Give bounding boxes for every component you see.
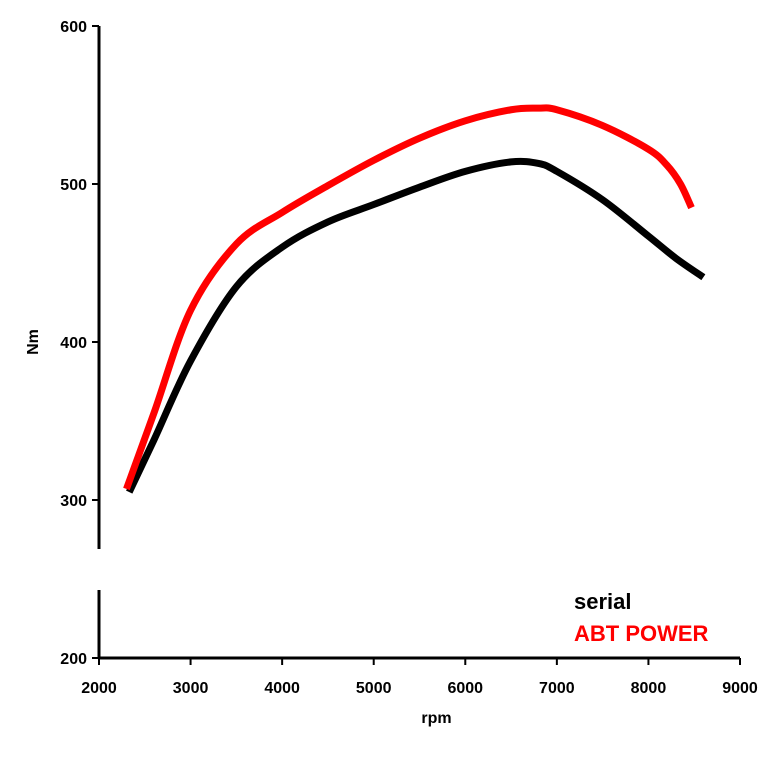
- series-layer: [123, 104, 706, 494]
- y-tick-label-500: 500: [60, 177, 87, 194]
- series-line-serial: [126, 157, 706, 494]
- x-tick-label-7000: 7000: [539, 680, 575, 697]
- x-tick-label-5000: 5000: [356, 680, 392, 697]
- y-tick-label-400: 400: [60, 335, 87, 352]
- y-tick-label-600: 600: [60, 19, 87, 36]
- legend-serial: serial: [574, 589, 632, 614]
- x-tick-label-9000: 9000: [722, 680, 758, 697]
- y-tick-label-200: 200: [60, 651, 87, 668]
- y-tick-label-300: 300: [60, 493, 87, 510]
- ticks-layer: 200 300 400 500 600 2000 3000 4000 5000 6000 7000 8…: [60, 19, 758, 697]
- x-tick-label-2000: 2000: [81, 680, 117, 697]
- x-tick-label-3000: 3000: [173, 680, 209, 697]
- x-tick-label-4000: 4000: [264, 680, 300, 697]
- y-axis-title: Nm: [25, 329, 42, 355]
- series-line-abt-power: [123, 104, 695, 491]
- legend-abt-power: ABT POWER: [574, 621, 709, 646]
- axes-layer: [97, 26, 740, 660]
- x-tick-label-6000: 6000: [447, 680, 483, 697]
- legend: serial ABT POWER: [574, 589, 709, 646]
- x-tick-label-8000: 8000: [631, 680, 667, 697]
- x-axis-title: rpm: [421, 710, 451, 727]
